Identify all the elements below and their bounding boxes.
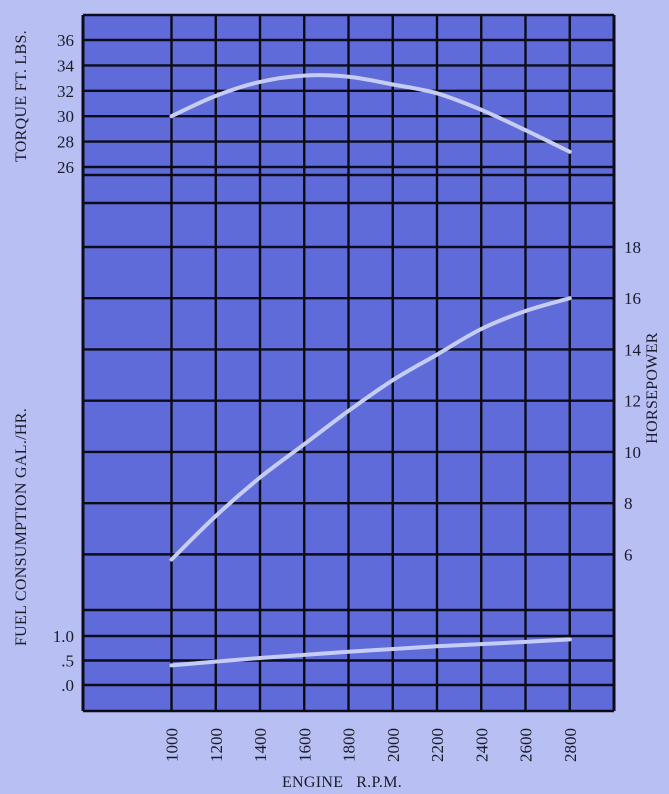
torque-axis-title: TORQUE FT. LBS. (13, 30, 30, 162)
torque-tick-label: 36 (57, 31, 74, 50)
x-tick-label: 2200 (428, 728, 447, 762)
horsepower-tick-label: 16 (624, 289, 641, 308)
x-tick-label: 2000 (384, 728, 403, 762)
horsepower-tick-label: 18 (624, 238, 641, 257)
horsepower-tick-label: 10 (624, 443, 641, 462)
x-tick-label: 1200 (207, 728, 226, 762)
x-tick-label: 1600 (295, 728, 314, 762)
fuel-tick-label: .5 (61, 652, 74, 671)
fuel-axis-title: FUEL CONSUMPTION GAL./HR. (13, 408, 30, 646)
horsepower-axis-title: HORSEPOWER (644, 332, 661, 443)
x-tick-label: 1000 (163, 728, 182, 762)
horsepower-curve (169, 296, 572, 562)
torque-tick-label: 26 (57, 158, 74, 177)
x-tick-label: 2800 (561, 728, 580, 762)
horsepower-tick-label: 8 (624, 494, 633, 513)
x-tick-label: 1400 (251, 728, 270, 762)
x-tick-label: 1800 (340, 728, 359, 762)
torque-curve (169, 73, 572, 154)
torque-tick-label: 30 (57, 107, 74, 126)
fuel-tick-label: 1.0 (53, 627, 74, 646)
x-tick-label: 2600 (517, 728, 536, 762)
fuel-tick-label: .0 (61, 676, 74, 695)
fuel-curve (169, 637, 572, 668)
torque-tick-label: 28 (57, 133, 74, 152)
horsepower-tick-label: 6 (624, 545, 633, 564)
horsepower-tick-label: 12 (624, 392, 641, 411)
horsepower-tick-label: 14 (624, 340, 642, 359)
x-axis-title: ENGINE R.P.M. (282, 774, 402, 791)
x-tick-label: 2400 (472, 728, 491, 762)
torque-tick-label: 32 (57, 82, 74, 101)
torque-tick-label: 34 (57, 56, 75, 75)
